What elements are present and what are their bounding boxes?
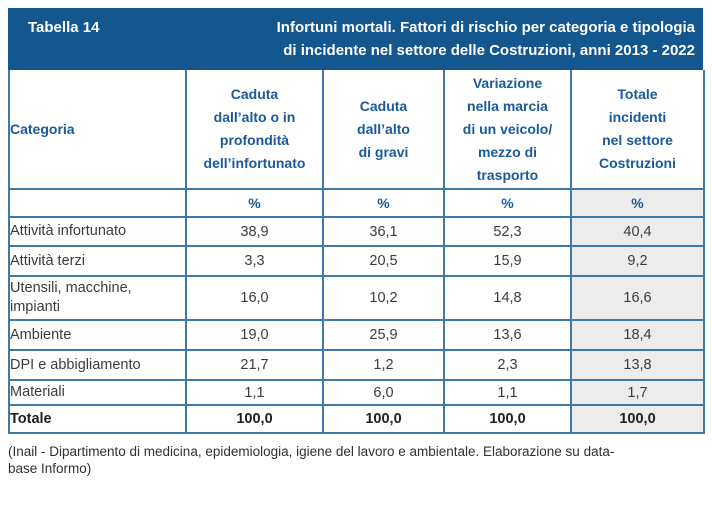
table-title-bar: Tabella 14 Infortuni mortali. Fattori di… — [8, 8, 703, 70]
row-value: 38,9 — [185, 216, 324, 247]
row-value: 2,3 — [443, 349, 572, 381]
table-row: Utensili, macchine, impianti 16,0 10,2 1… — [8, 275, 705, 321]
column-header-totale-costruzioni: Totale incidenti nel settore Costruzioni — [570, 70, 705, 190]
unit-cell-empty — [8, 188, 187, 218]
row-value: 1,1 — [443, 379, 572, 406]
table-header-row: Categoria Caduta dall’alto o in profondi… — [8, 70, 705, 190]
source-note-line2: base Informo) — [8, 461, 92, 476]
table-title-line1: Infortuni mortali. Fattori di rischio pe… — [276, 19, 695, 36]
row-label: Attività terzi — [8, 245, 187, 277]
row-value: 21,7 — [185, 349, 324, 381]
row-value: 20,5 — [322, 245, 445, 277]
table-row: Materiali 1,1 6,0 1,1 1,7 — [8, 379, 705, 406]
table-row: Attività terzi 3,3 20,5 15,9 9,2 — [8, 245, 705, 277]
unit-cell-percent: % — [322, 188, 445, 218]
row-value: 15,9 — [443, 245, 572, 277]
row-value: 14,8 — [443, 275, 572, 321]
column-header-categoria: Categoria — [8, 70, 187, 190]
unit-cell-percent: % — [443, 188, 572, 218]
row-label: Attività infortunato — [8, 216, 187, 247]
row-value: 52,3 — [443, 216, 572, 247]
table-title: Infortuni mortali. Fattori di rischio pe… — [277, 16, 695, 62]
table-row: DPI e abbigliamento 21,7 1,2 2,3 13,8 — [8, 349, 705, 381]
unit-cell-percent: % — [570, 188, 705, 218]
table-row: Ambiente 19,0 25,9 13,6 18,4 — [8, 319, 705, 351]
document-content: Tabella 14 Infortuni mortali. Fattori di… — [8, 8, 705, 477]
row-label: Materiali — [8, 379, 187, 406]
source-note: (Inail - Dipartimento di medicina, epide… — [8, 443, 703, 477]
row-value: 16,6 — [570, 275, 705, 321]
unit-cell-percent: % — [185, 188, 324, 218]
row-label-totale: Totale — [8, 404, 187, 434]
row-value: 100,0 — [322, 404, 445, 434]
risk-factors-table: Categoria Caduta dall’alto o in profondi… — [8, 70, 705, 434]
row-label: Ambiente — [8, 319, 187, 351]
row-value: 16,0 — [185, 275, 324, 321]
unit-row: % % % % — [8, 188, 705, 218]
row-value: 1,7 — [570, 379, 705, 406]
row-value: 3,3 — [185, 245, 324, 277]
row-value: 19,0 — [185, 319, 324, 351]
row-value: 6,0 — [322, 379, 445, 406]
row-value: 100,0 — [185, 404, 324, 434]
row-value: 1,2 — [322, 349, 445, 381]
source-note-line1: (Inail - Dipartimento di medicina, epide… — [8, 444, 615, 459]
row-value: 25,9 — [322, 319, 445, 351]
row-value: 100,0 — [570, 404, 705, 434]
row-value: 13,8 — [570, 349, 705, 381]
table-row: Attività infortunato 38,9 36,1 52,3 40,4 — [8, 216, 705, 247]
row-value: 9,2 — [570, 245, 705, 277]
row-value: 13,6 — [443, 319, 572, 351]
row-label: Utensili, macchine, impianti — [8, 275, 187, 321]
row-value: 36,1 — [322, 216, 445, 247]
table-number-label: Tabella 14 — [28, 19, 100, 36]
row-value: 100,0 — [443, 404, 572, 434]
row-value: 18,4 — [570, 319, 705, 351]
column-header-variazione-marcia: Variazione nella marcia di un veicolo/ m… — [443, 70, 572, 190]
row-value: 40,4 — [570, 216, 705, 247]
column-header-caduta-gravi: Caduta dall’alto di gravi — [322, 70, 445, 190]
column-header-caduta-alto-profondita: Caduta dall’alto o in profondità dell’in… — [185, 70, 324, 190]
row-value: 1,1 — [185, 379, 324, 406]
row-label: DPI e abbigliamento — [8, 349, 187, 381]
table-title-line2: di incidente nel settore delle Costruzio… — [283, 42, 695, 59]
table-total-row: Totale 100,0 100,0 100,0 100,0 — [8, 404, 705, 434]
row-value: 10,2 — [322, 275, 445, 321]
